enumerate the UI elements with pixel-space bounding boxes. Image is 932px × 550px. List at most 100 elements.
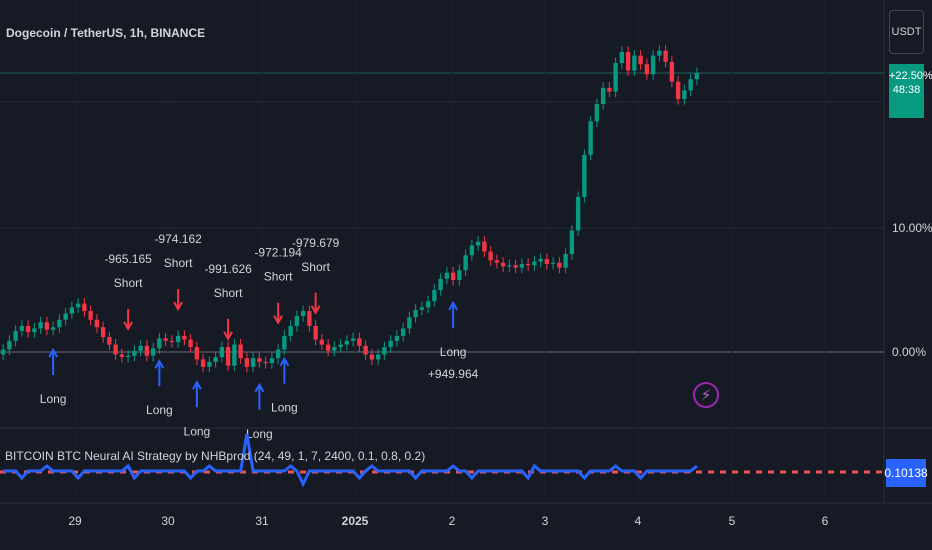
candle-body [225, 347, 231, 366]
candle-body [550, 262, 556, 264]
candle-body [0, 349, 6, 355]
short-arrow-head [273, 315, 283, 325]
price-badge: +22.50% 48:38 [889, 64, 932, 118]
candle-body [563, 254, 568, 268]
candle-body [488, 251, 493, 261]
indicator-value-badge: 0.10138 [884, 459, 928, 487]
candle-body [632, 55, 637, 71]
axes: 10.00% 0.00% 29 30 31 2025 2 3 4 5 6 [68, 221, 932, 528]
y-tick-label: 10.00% [892, 221, 932, 235]
candle-body [319, 339, 325, 345]
short-arrow-head [223, 331, 233, 341]
candle-body [594, 104, 600, 122]
price-change-label: +22.50% [889, 70, 932, 82]
candle-body [482, 241, 487, 252]
candle-body [282, 335, 287, 350]
candle-body [669, 61, 675, 82]
indicator-line [3, 433, 698, 488]
candle-body [519, 263, 525, 268]
candle-body [400, 328, 406, 336]
x-tick-label: 2025 [342, 514, 369, 528]
candle-body [7, 340, 12, 350]
x-tick-label: 2 [449, 514, 456, 528]
candle-body [244, 358, 250, 367]
candle-body [219, 347, 225, 357]
candle-body [19, 325, 25, 331]
x-tick-label: 5 [729, 514, 736, 528]
candle-body [194, 347, 200, 360]
candle-body [694, 73, 700, 80]
candle-body [407, 317, 412, 329]
x-tick-label: 30 [161, 514, 175, 528]
candle-body [257, 358, 262, 362]
candle-body [432, 290, 437, 302]
candle-body [300, 311, 306, 317]
x-tick-label: 4 [635, 514, 642, 528]
signal-type-label: Short [164, 256, 193, 270]
candle-body [369, 354, 375, 360]
candle-body [38, 322, 43, 329]
candle-body [213, 356, 218, 362]
candle-body [169, 340, 175, 343]
candle-body [188, 339, 193, 348]
candle-body [425, 301, 431, 308]
signal-type-label: Short [114, 276, 143, 290]
candle-body [50, 327, 56, 330]
x-tick-label: 6 [822, 514, 829, 528]
signal-type-label: Long [40, 392, 67, 406]
candle-body [125, 355, 131, 357]
x-tick-label: 3 [542, 514, 549, 528]
candle-body [132, 350, 137, 356]
candle-body [57, 319, 62, 328]
long-arrow-head [279, 356, 290, 367]
signal-type-label: Short [301, 260, 330, 274]
candle-body [388, 340, 393, 348]
signal-type-label: Long [271, 401, 298, 415]
candle-body [107, 337, 112, 345]
candle-body [119, 354, 125, 357]
candle-body [357, 338, 362, 346]
candle-body [600, 87, 606, 104]
x-tick-label: 31 [255, 514, 269, 528]
candle-body [32, 328, 37, 333]
candle-body [63, 313, 68, 320]
candle-body [413, 309, 418, 318]
candle-body [25, 325, 31, 333]
grid [0, 0, 932, 504]
currency-button[interactable]: USDT [889, 10, 924, 54]
candle-body [525, 263, 531, 266]
indicator-title[interactable]: BITCOIN BTC Neural AI Strategy by NHBpro… [5, 449, 426, 463]
candle-body [144, 345, 150, 356]
candle-body [344, 340, 350, 345]
short-arrow-head [310, 305, 321, 315]
candle-body [94, 319, 100, 328]
candle-body [625, 51, 631, 71]
candle-body [13, 330, 18, 341]
candle-body [507, 265, 512, 267]
long-arrow-head [48, 348, 58, 358]
candle-body [500, 262, 506, 267]
long-arrow-head [192, 380, 202, 390]
signal-pnl-label: -972.194 [254, 246, 302, 260]
candle-body [275, 349, 281, 359]
candle-body [150, 348, 156, 356]
candle-body [175, 335, 181, 343]
candle-body [263, 361, 268, 364]
signal-pnl-label: -991.626 [204, 262, 252, 276]
candle-body [182, 335, 187, 340]
short-arrow-head [123, 321, 133, 331]
candle-body [419, 307, 425, 310]
candle-body [557, 262, 562, 268]
candle-body [644, 64, 650, 75]
candle-body [157, 338, 162, 349]
candle-body [475, 241, 481, 246]
signal-pnl-label: -979.679 [292, 236, 340, 250]
lightning-icon[interactable]: ⚡ [693, 382, 719, 408]
candle-body [338, 344, 343, 348]
signal-type-label: Long [246, 427, 273, 441]
candle-body [350, 338, 356, 341]
candle-body [494, 260, 500, 263]
signal-type-label: Short [264, 270, 293, 284]
y-tick-label: 0.00% [892, 345, 926, 359]
